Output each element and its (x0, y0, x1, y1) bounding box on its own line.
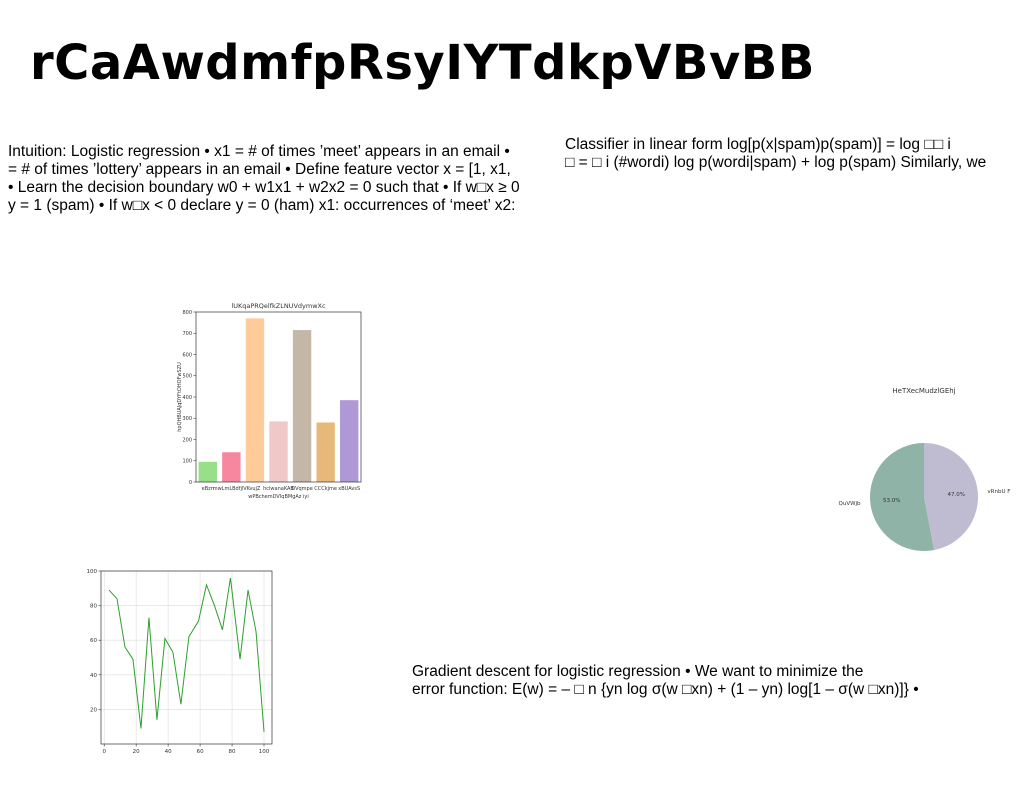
x-tick-label: mwLmLBdfjlVK (213, 486, 251, 492)
bottom-text-block: Gradient descent for logistic regression… (412, 663, 919, 699)
bar (316, 422, 335, 482)
text-line: Intuition: Logistic regression • x1 = # … (8, 143, 510, 160)
y-tick-label: 800 (182, 310, 192, 316)
pie-pct-label: 53.0% (883, 498, 900, 504)
bar (269, 421, 288, 482)
line-chart: 0 20 40 60 80 100 20 40 60 80 100 (87, 569, 273, 755)
y-tick-label: 0 (189, 480, 192, 486)
text-line: □ = □ i (#wordi) log p(wordi|spam) + log… (565, 154, 987, 171)
pie-chart: HeTXecMudzlGEhj 53.0% QuVWjb 47.0% vRnbU F (839, 387, 1010, 551)
text-line: Gradient descent for logistic regression… (412, 663, 864, 680)
y-tick-label: 400 (182, 395, 192, 401)
plot-frame (100, 570, 273, 745)
x-tick-label: 20 (133, 749, 140, 755)
y-tick-label: 300 (182, 416, 192, 422)
pie-slice (924, 443, 979, 551)
y-tick-label: 100 (182, 459, 192, 465)
x-tick-label: 0 (102, 749, 106, 755)
bar (245, 318, 265, 482)
text-line: error function: E(w) = – □ n {yn log σ(w… (412, 681, 919, 698)
text-line: • Learn the decision boundary w0 + w1x1 … (8, 179, 520, 196)
pie-label: vRnbU F (987, 489, 1010, 495)
bar (340, 400, 359, 482)
y-tick-label: 700 (182, 331, 192, 337)
right-text-block: Classifier in linear form log[p(x|spam)p… (565, 136, 986, 172)
y-tick-label: 100 (87, 569, 98, 575)
x-tick-label: 60 (197, 749, 204, 755)
y-axis-label: hpQHBUAJqDYFtOHOFwSZU (177, 362, 183, 432)
x-tick-label: eBzn (202, 486, 214, 492)
page-title: rCaAwdmfpRsyIYTdkpVBvBB (30, 35, 815, 91)
bar (222, 452, 241, 482)
bar (292, 330, 312, 482)
text-line: y = 1 (spam) • If w□x < 0 declare y = 0 … (8, 197, 516, 214)
x-tick-label: DVqmpe (291, 486, 312, 492)
series-line (108, 577, 265, 732)
y-tick-label: 40 (90, 673, 97, 679)
y-tick-label: 200 (182, 437, 192, 443)
left-text-block: Intuition: Logistic regression • x1 = # … (8, 143, 520, 215)
x-tick-label: 40 (165, 749, 172, 755)
text-line: Classifier in linear form log[p(x|spam)p… (565, 136, 951, 153)
x-tick-label: CCCkjme (314, 486, 337, 492)
y-tick-label: 80 (90, 604, 97, 610)
y-tick-label: 600 (182, 352, 192, 358)
x-tick-label: 80 (229, 749, 236, 755)
x-tick-label: 100 (259, 749, 270, 755)
y-tick-label: 20 (90, 707, 97, 713)
pie-pct-label: 47.0% (948, 492, 965, 498)
x-tick-label: hclwanaKAB (263, 486, 294, 492)
y-tick-label: 60 (90, 638, 97, 644)
chart-title: lUKqaPRQelfkZLNUVdymwXc (231, 302, 326, 310)
y-tick-label: 500 (182, 374, 192, 380)
pie-label: QuVWjb (839, 501, 862, 507)
text-line: = # of times ’lottery’ appears in an ema… (8, 161, 511, 178)
x-axis-label: wPBchemDVIqBMgAz iyi (248, 494, 309, 500)
pie-slice (870, 443, 935, 551)
bar (198, 461, 217, 482)
chart-title: HeTXecMudzlGEhj (892, 387, 955, 395)
x-tick-label: vujZ (249, 486, 261, 492)
x-tick-label: xBUAvsS (338, 486, 360, 492)
